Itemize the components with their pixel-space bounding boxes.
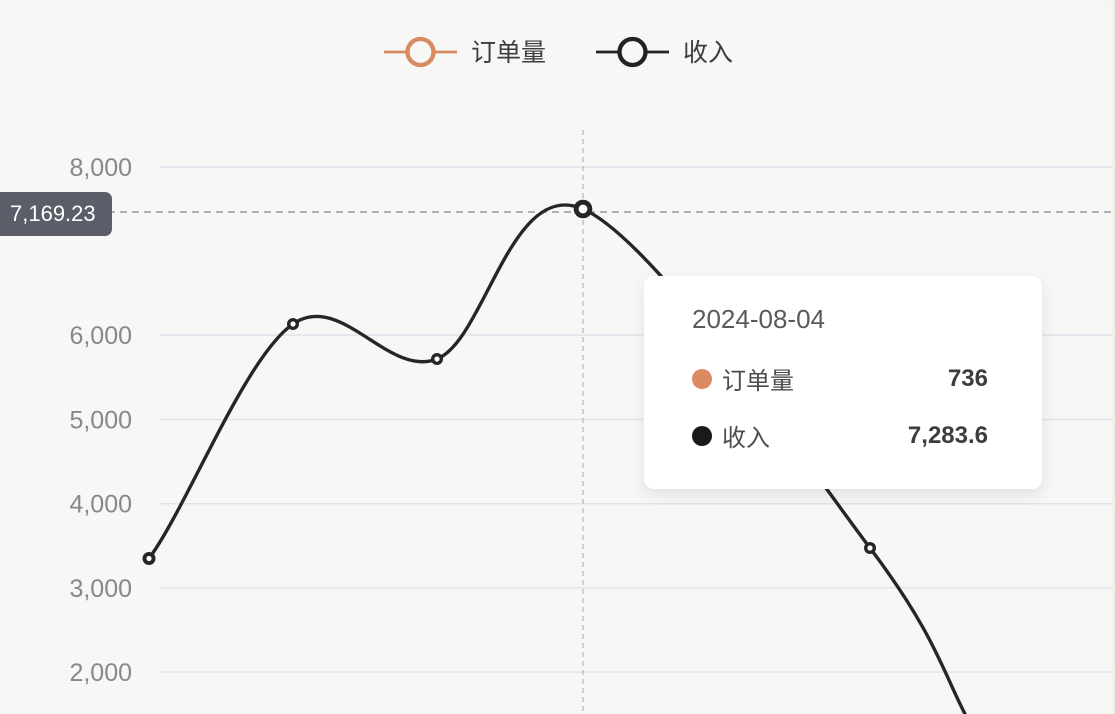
svg-text:5,000: 5,000 (69, 407, 132, 435)
svg-text:2,000: 2,000 (69, 659, 132, 687)
svg-text:6,000: 6,000 (69, 322, 132, 350)
svg-text:8,000: 8,000 (69, 154, 132, 182)
svg-text:3,000: 3,000 (69, 575, 132, 603)
svg-text:4,000: 4,000 (69, 491, 132, 519)
